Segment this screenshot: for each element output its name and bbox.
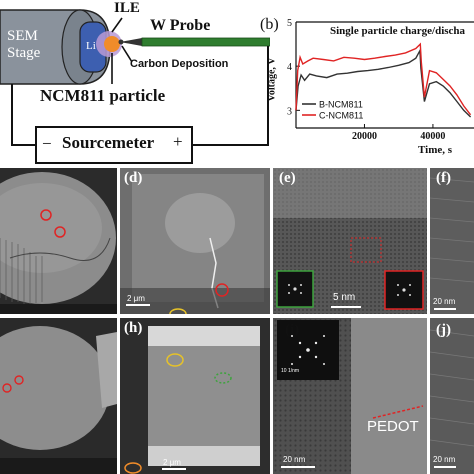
bright-region: [165, 193, 235, 253]
ncm-particle: [104, 36, 120, 52]
stage-label: SEM Stage: [7, 28, 40, 62]
ile-label: ILE: [114, 0, 140, 16]
legend-label-0: B-NCM811: [319, 100, 363, 110]
panel-label-i: (i): [285, 322, 300, 338]
schematic-drawing: [0, 9, 271, 164]
particle-highlight: [0, 183, 102, 273]
pedot-layer: [351, 318, 427, 474]
marker-circle-1: [40, 209, 52, 221]
hrtem-image-j: (j) 20 nm: [430, 318, 474, 474]
sem-image-g-drawing: [0, 326, 117, 474]
yellow-marker-d: [169, 308, 187, 314]
li-label: Li: [86, 40, 96, 52]
lamella-h: [148, 326, 260, 466]
sem-image-g: [0, 318, 117, 474]
chart-xlabel: Time, s: [418, 144, 453, 156]
ile-arrow: [111, 17, 123, 33]
sourcemeter-label: Sourcemeter: [62, 133, 155, 152]
hrtem-image-j-drawing: [430, 329, 474, 447]
scalebar-e-bar: [331, 306, 361, 308]
legend-label-1: C-NCM811: [319, 111, 363, 121]
green-marker-h: [214, 372, 232, 384]
tem-image-d-drawing: [120, 168, 270, 314]
probe-label: W Probe: [150, 17, 211, 34]
crack-line: [9, 237, 111, 261]
marker-circle-g2: [2, 383, 12, 393]
amorphous-top: [273, 168, 427, 218]
scalebar-f-bar: [434, 308, 456, 310]
left-wire: [11, 84, 36, 146]
w-probe-tip: [120, 38, 142, 46]
pedot-label: PEDOT: [367, 418, 419, 435]
lamella-h-bottom: [148, 446, 260, 466]
panel-label-e: (e): [279, 170, 296, 186]
scalebar-h-label: 2 μm: [163, 458, 181, 467]
bottom-dark-band: [120, 288, 270, 314]
probe-fragment: [96, 332, 117, 408]
marker-circle-d: [215, 283, 229, 297]
stage-label-line2: Stage: [7, 45, 41, 61]
hrtem-image-e: (e) 5 nm: [273, 168, 427, 314]
series-line-0: [295, 48, 472, 118]
scalebar-f-label: 20 nm: [433, 297, 456, 306]
pedot-arrow: [372, 405, 424, 419]
minus-sign: −: [42, 134, 52, 153]
tem-image-d: (d) 2 μm: [120, 168, 270, 314]
marker-circle-g1: [14, 375, 24, 385]
hrtem-image-f: (f) 20 nm: [430, 168, 474, 314]
lamella-h-top: [148, 326, 260, 346]
x-tick-label: 40000: [420, 131, 445, 142]
schematic-panel: SEM Stage Li ILE W Probe Carbon Depositi…: [0, 0, 271, 165]
panel-label-j: (j): [436, 322, 451, 338]
scalebar-i-label: 20 nm: [283, 455, 306, 464]
hrtem-image-i-drawing: [273, 318, 427, 474]
particle-cross-section-g: [0, 326, 110, 450]
hrtem-image-f-drawing: [430, 177, 474, 283]
chart-title: Single particle charge/discha: [330, 25, 466, 37]
tem-image-h: (h) 2 μm: [120, 318, 270, 474]
scalebar-i-inset-label: 10 1/nm: [281, 368, 300, 374]
scalebar-j-bar: [434, 466, 456, 468]
sem-info-bar: [0, 304, 117, 314]
carbon-arrow: [121, 45, 133, 63]
yellow-marker-h: [166, 353, 184, 367]
x-tick-label: 20000: [352, 131, 377, 142]
panel-label-f: (f): [436, 170, 451, 186]
particle-label: NCM811 particle: [40, 86, 166, 105]
chart-panel: (b) Single particle charge/discha Voltag…: [258, 0, 474, 165]
hrtem-image-i: (i) 10 1/nm PEDOT 20 nm: [273, 318, 427, 474]
w-probe-rod: [141, 37, 271, 47]
sem-info-bar-g: [0, 458, 117, 474]
y-tick-label: 4: [287, 62, 292, 73]
scalebar-j-label: 20 nm: [433, 455, 456, 464]
marker-circle-2: [54, 226, 66, 238]
tem-image-h-drawing: [124, 326, 260, 474]
scalebar-d-label: 2 μm: [127, 294, 145, 303]
carbon-label: Carbon Deposition: [130, 58, 229, 70]
scalebar-e-label: 5 nm: [333, 292, 356, 303]
plus-sign: +: [173, 132, 183, 151]
scalebar-d-bar: [126, 304, 150, 306]
y-tick-label: 5: [287, 18, 292, 29]
right-wire: [192, 46, 269, 146]
sem-image-c: [0, 168, 117, 314]
series-line-1: [295, 42, 472, 116]
dashed-region: [350, 237, 382, 263]
stage-label-line1: SEM: [7, 28, 38, 44]
panel-label-b: (b): [260, 16, 279, 33]
panel-label-d: (d): [124, 170, 143, 186]
y-tick-label: 3: [287, 106, 292, 117]
sem-image-c-drawing: [0, 172, 117, 314]
hrtem-image-e-drawing: [273, 168, 427, 314]
scalebar-i-bar: [281, 466, 315, 468]
orange-marker-h: [124, 462, 142, 474]
panel-label-h: (h): [124, 320, 143, 336]
scalebar-h-bar: [162, 468, 186, 470]
